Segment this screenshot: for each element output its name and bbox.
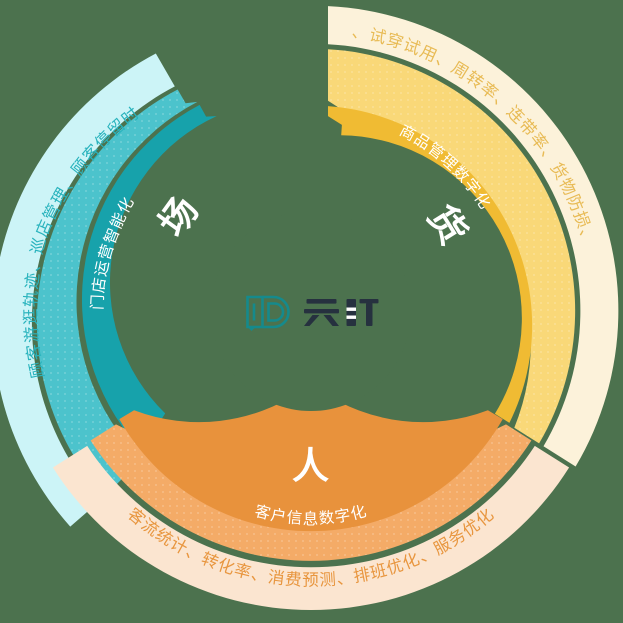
- sector-huo-core-label: 货: [420, 198, 475, 252]
- sector-chang-outer-band: [0, 53, 175, 527]
- sector-chang-middle-band-texture: [36, 89, 198, 497]
- sector-ren[interactable]: 客流统计、转化率、消费预测、排班优化、服务优化 客户信息数字化 人: [52, 390, 570, 610]
- sector-ren-outer-band: [52, 445, 570, 610]
- sector-ren-inner-band: [119, 390, 503, 532]
- sector-ren-core-label: 人: [292, 446, 330, 487]
- center-hub: [211, 211, 411, 411]
- sector-huo-middle-band-texture: [328, 49, 576, 444]
- sector-chang-inner-band: [81, 104, 217, 447]
- sector-chang-core-label: 场: [151, 189, 206, 244]
- sector-huo-outer-band: [328, 6, 619, 467]
- sector-huo-inner-band: [328, 106, 533, 423]
